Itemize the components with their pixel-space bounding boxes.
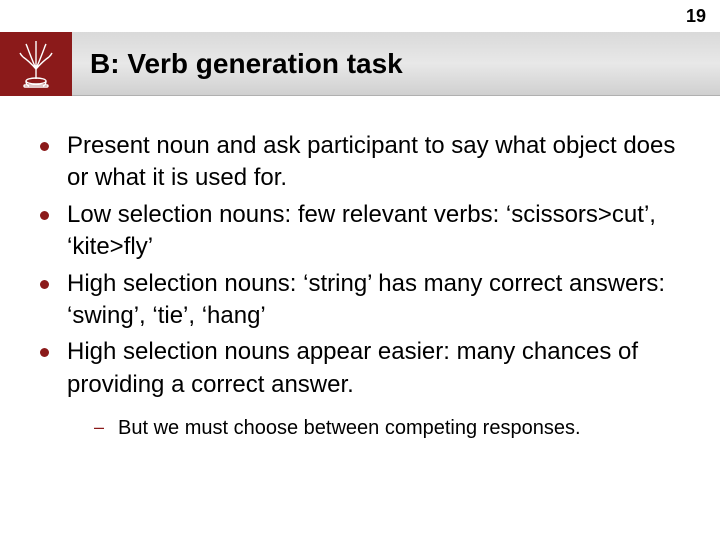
- sub-bullet-text: But we must choose between competing res…: [118, 415, 580, 442]
- sub-bullet-list: – But we must choose between competing r…: [94, 415, 690, 442]
- content-area: Present noun and ask participant to say …: [40, 130, 690, 442]
- page-number: 19: [686, 6, 706, 27]
- bullet-dot-icon: [40, 280, 49, 289]
- header-bar: B: Verb generation task: [0, 32, 720, 96]
- bullet-item: High selection nouns: ‘string’ has many …: [40, 268, 690, 333]
- sub-bullet-item: – But we must choose between competing r…: [94, 415, 690, 442]
- title-box: B: Verb generation task: [72, 32, 720, 96]
- bullet-text: High selection nouns: ‘string’ has many …: [67, 268, 690, 333]
- bullet-item: Present noun and ask participant to say …: [40, 130, 690, 195]
- bullet-item: Low selection nouns: few relevant verbs:…: [40, 199, 690, 264]
- slide-title: B: Verb generation task: [90, 48, 403, 80]
- palmetto-logo-icon: [11, 39, 61, 89]
- bullet-text: High selection nouns appear easier: many…: [67, 336, 690, 401]
- bullet-dot-icon: [40, 211, 49, 220]
- bullet-text: Low selection nouns: few relevant verbs:…: [67, 199, 690, 264]
- bullet-dot-icon: [40, 348, 49, 357]
- sub-dash-icon: –: [94, 417, 104, 438]
- bullet-item: High selection nouns appear easier: many…: [40, 336, 690, 401]
- bullet-text: Present noun and ask participant to say …: [67, 130, 690, 195]
- logo-box: [0, 32, 72, 96]
- bullet-dot-icon: [40, 142, 49, 151]
- bullet-list: Present noun and ask participant to say …: [40, 130, 690, 401]
